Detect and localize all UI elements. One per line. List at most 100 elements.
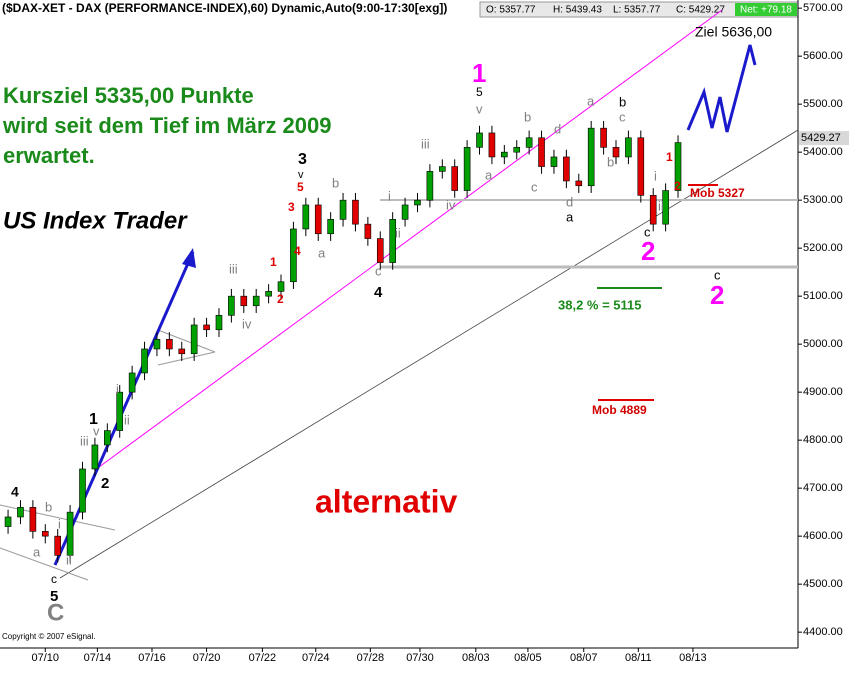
annotation: b xyxy=(524,109,531,124)
annotation: 2 xyxy=(277,292,284,306)
candle-body xyxy=(190,324,198,355)
annotation: a xyxy=(485,167,493,182)
annotation: c xyxy=(51,572,57,586)
candle-body xyxy=(352,199,359,225)
stat-net: Net: +79.18 xyxy=(740,5,792,16)
candle-body xyxy=(302,204,310,230)
annotation: erwartet. xyxy=(3,143,95,168)
y-tick-label: 4900.00 xyxy=(803,386,843,398)
annotation: ii xyxy=(124,412,130,427)
y-tick-label: 5300.00 xyxy=(803,194,843,206)
candle-body xyxy=(501,151,508,158)
candle-body xyxy=(476,132,483,148)
y-tick-label: 4700.00 xyxy=(803,482,843,494)
arrow xyxy=(53,251,195,566)
candle-body xyxy=(4,516,12,527)
stat-close: C: 5429.27 xyxy=(676,5,725,16)
annotation: i xyxy=(116,381,119,396)
candle-body xyxy=(426,171,434,201)
candle-body xyxy=(290,228,297,283)
candle-body xyxy=(649,195,657,225)
candle-body xyxy=(575,180,583,187)
x-tick-label: 07/30 xyxy=(406,652,434,664)
x-tick-label: 07/10 xyxy=(32,652,60,664)
annotation: Ziel 5636,00 xyxy=(695,24,772,40)
x-tick-label: 08/13 xyxy=(679,652,707,664)
x-tick-label: 07/16 xyxy=(138,652,166,664)
candle-body xyxy=(17,507,24,518)
annotation: ii xyxy=(395,225,401,240)
candle-body xyxy=(265,291,272,297)
annotation: Mob 5327 xyxy=(690,186,745,200)
annotation: d xyxy=(566,194,573,209)
annotation: iii xyxy=(80,433,89,448)
candle-body xyxy=(600,127,607,148)
candle-body xyxy=(625,137,632,158)
candle-body xyxy=(401,204,409,220)
annotation: v xyxy=(476,101,483,116)
annotation: 5 xyxy=(297,180,304,194)
annotation: 1 xyxy=(89,411,98,428)
candle-body xyxy=(54,535,61,556)
candle-body xyxy=(376,238,384,263)
candle-body xyxy=(339,199,347,220)
trend-line xyxy=(94,9,723,471)
candle-body xyxy=(662,190,669,225)
stat-open: O: 5357.77 xyxy=(486,5,536,16)
chart-title: ($DAX-XET - DAX (PERFORMANCE-INDEX),60) … xyxy=(2,1,447,15)
annotation: 2 xyxy=(674,179,681,193)
last-price-box xyxy=(799,131,849,146)
annotation: c xyxy=(619,109,626,124)
annotation: d xyxy=(554,121,561,136)
candle-body xyxy=(563,156,570,182)
candle-body xyxy=(438,166,446,172)
annotation: a xyxy=(33,544,41,559)
annotation: 2 xyxy=(710,280,724,310)
trend-line xyxy=(59,129,799,579)
annotation: wird seit dem Tief im März 2009 xyxy=(2,113,332,138)
candle-body xyxy=(327,219,334,235)
candle-body xyxy=(550,156,558,167)
annotation: US Index Trader xyxy=(3,207,188,234)
annotation: 4 xyxy=(374,284,383,301)
x-tick-label: 07/22 xyxy=(249,652,277,664)
annotation: c xyxy=(375,263,382,278)
annotation: 2 xyxy=(101,475,109,492)
annotation: a xyxy=(587,93,595,108)
x-tick-label: 07/14 xyxy=(84,652,112,664)
annotation: a xyxy=(318,245,326,260)
channel-line xyxy=(157,329,216,353)
candle-body xyxy=(104,430,111,446)
candle-body xyxy=(463,147,471,191)
annotation: ii xyxy=(658,198,664,213)
candle-body xyxy=(513,147,521,153)
candle-body xyxy=(240,295,248,307)
candle-body xyxy=(451,166,459,191)
candle-body xyxy=(414,199,421,206)
candle-body xyxy=(79,468,86,513)
annotation: 1 xyxy=(270,255,277,269)
annotation: 3 xyxy=(288,200,295,214)
y-tick-label: 4600.00 xyxy=(803,530,843,542)
y-tick-label: 5000.00 xyxy=(803,338,843,350)
candle-body xyxy=(215,315,223,331)
x-tick-label: 07/20 xyxy=(193,652,221,664)
annotation: iv xyxy=(242,316,252,331)
candle-body xyxy=(587,127,595,187)
candle-body xyxy=(277,281,285,292)
candle-body xyxy=(228,295,235,316)
y-tick-label: 5500.00 xyxy=(803,98,843,110)
annotation: 1 xyxy=(472,58,486,88)
stat-high: H: 5439.43 xyxy=(553,5,602,16)
annotation: v xyxy=(93,423,100,438)
annotation: 1 xyxy=(666,150,673,164)
y-tick-label: 4500.00 xyxy=(803,578,843,590)
candle-body xyxy=(314,204,322,235)
annotation: 2 xyxy=(641,236,655,266)
stat-low: L: 5357.77 xyxy=(613,5,661,16)
annotation: iv xyxy=(446,197,456,212)
annotation: c xyxy=(714,267,721,282)
candle-body xyxy=(41,531,49,537)
